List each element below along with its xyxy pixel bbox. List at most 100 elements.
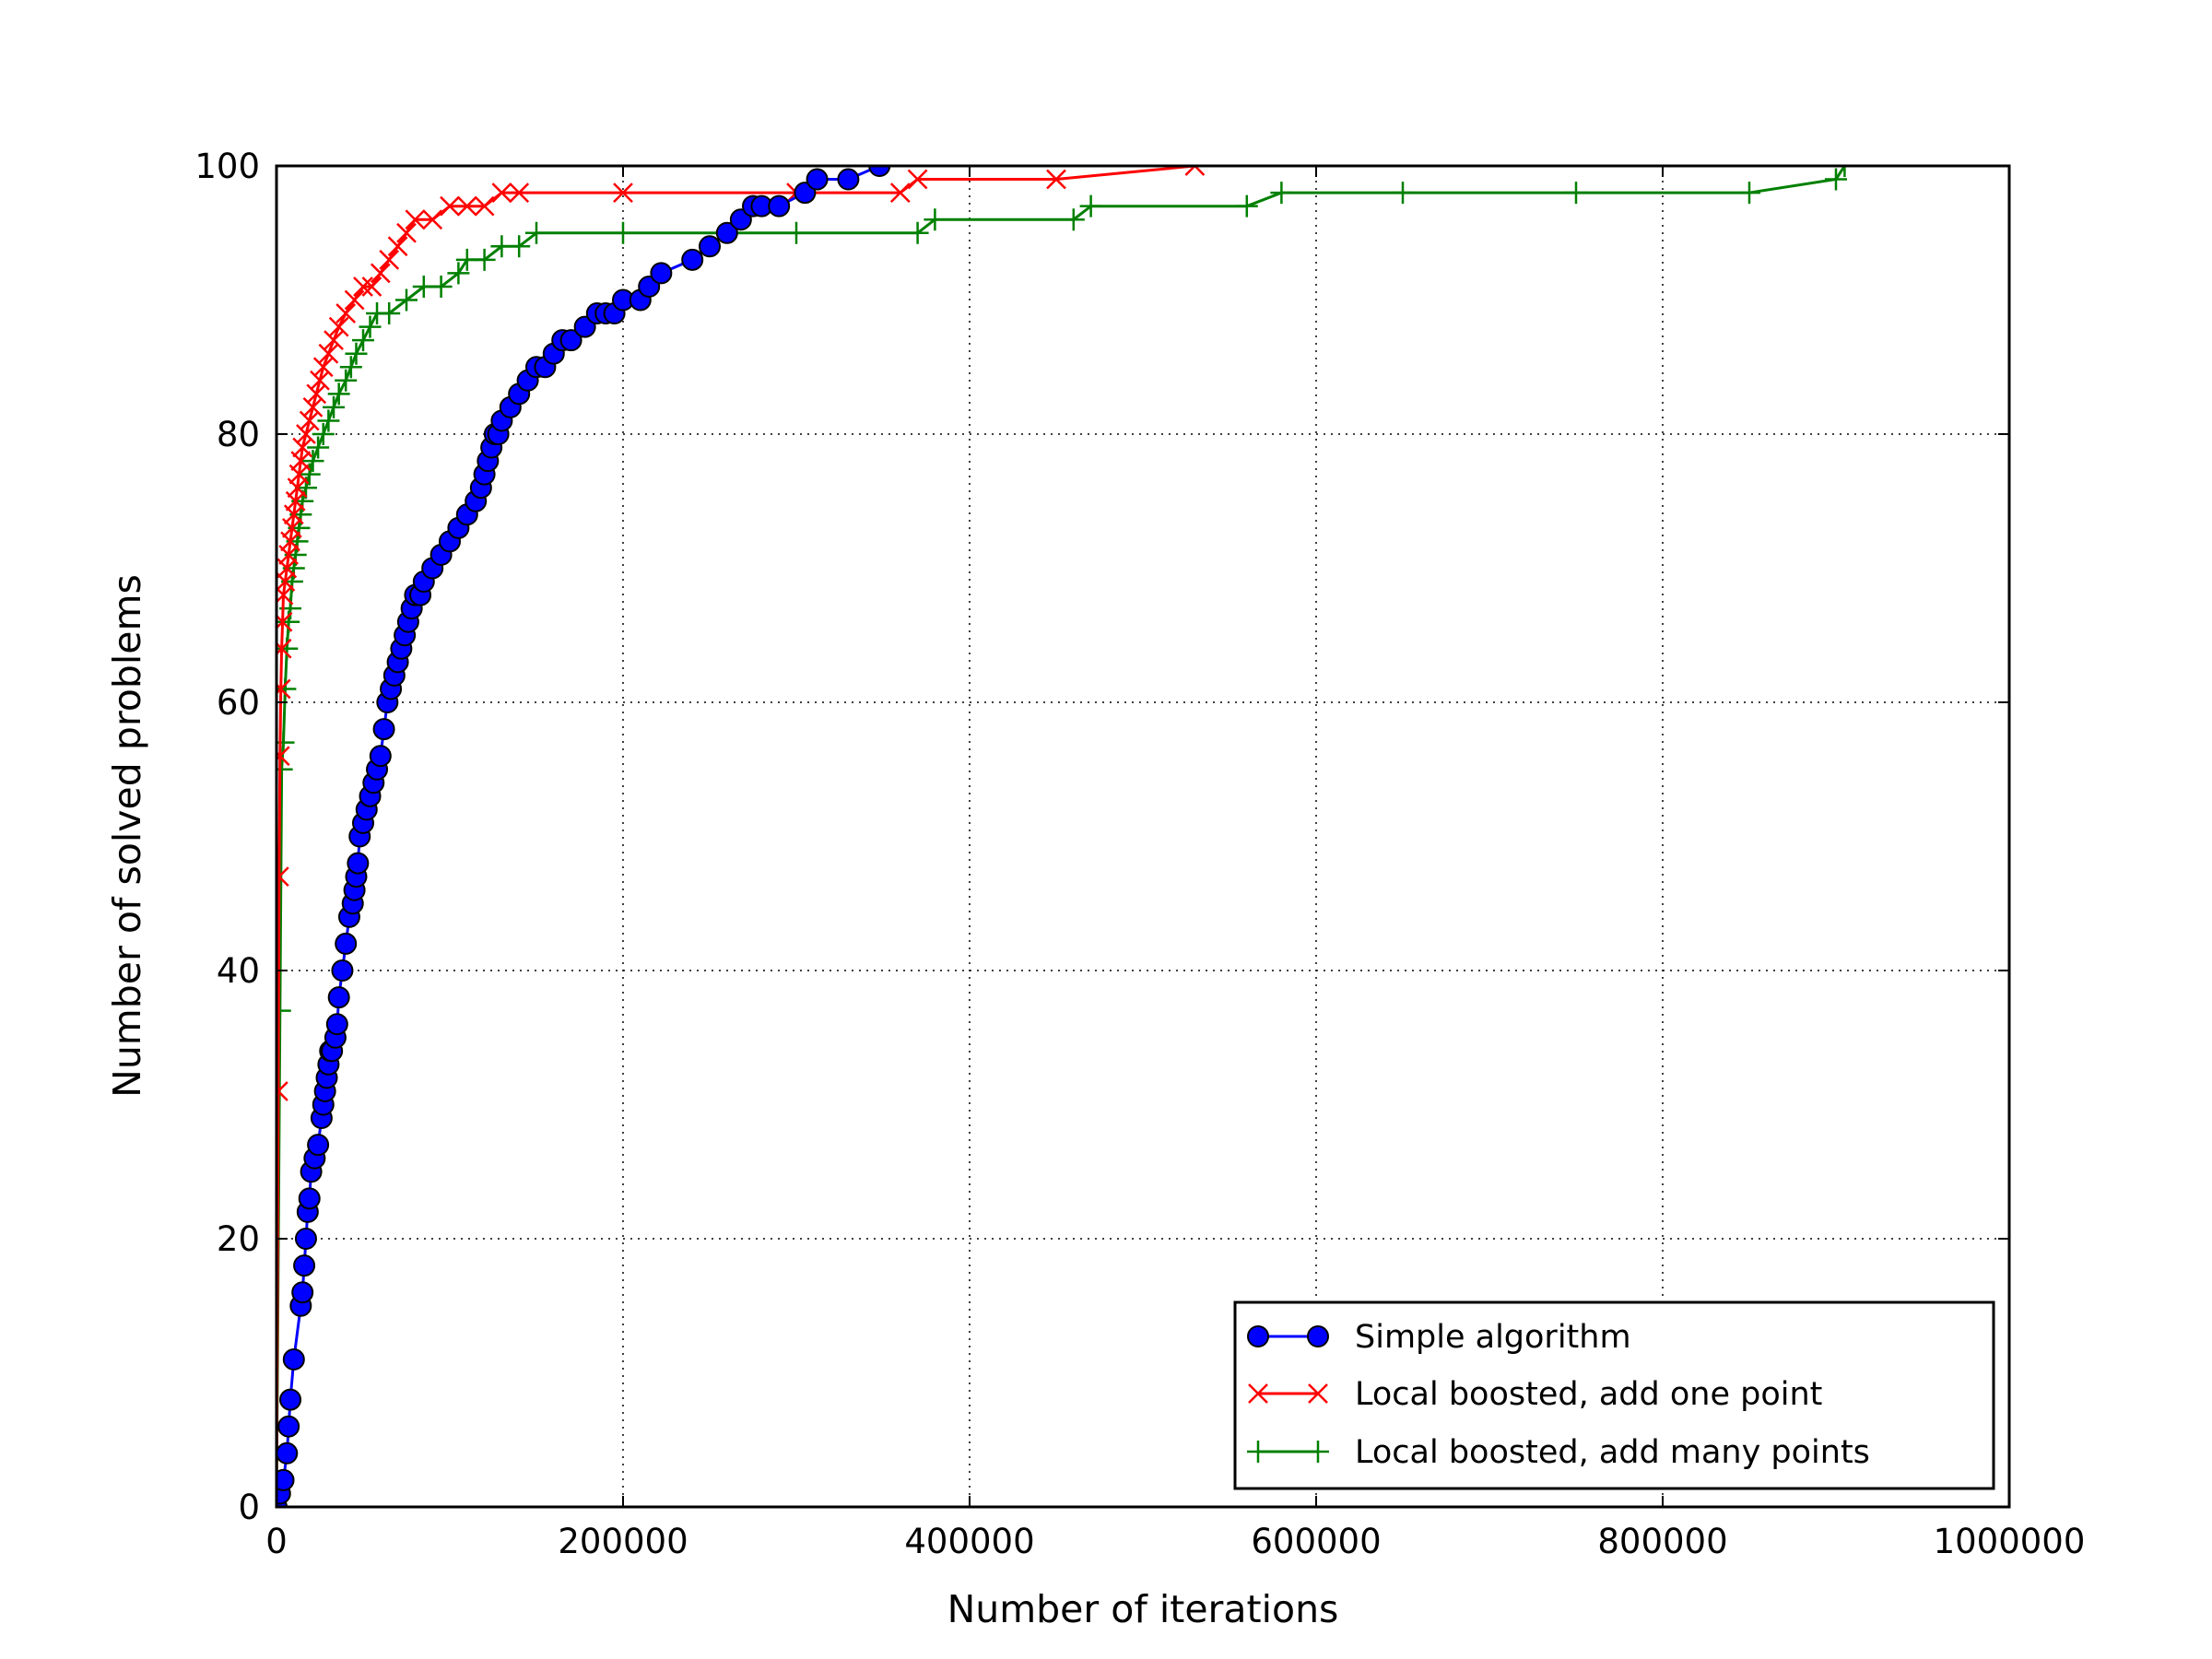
data-point	[1235, 194, 1258, 218]
data-point	[276, 1081, 288, 1101]
data-point	[276, 866, 289, 888]
data-point	[422, 209, 443, 230]
data-point	[361, 276, 382, 297]
data-point	[353, 276, 373, 297]
data-point	[405, 209, 426, 230]
data-point	[318, 343, 339, 364]
data-point	[1079, 194, 1102, 218]
legend-label-many-points: Local boosted, add many points	[1355, 1434, 1870, 1471]
data-point	[681, 248, 704, 271]
tick-labels: 0 200000 400000 600000 800000 1000000 0 20 40 60 8…	[194, 147, 2085, 1561]
data-point	[1392, 182, 1414, 205]
data-point	[907, 169, 928, 190]
data-point	[276, 637, 299, 660]
plot-frame	[275, 164, 2011, 1509]
data-point	[291, 1281, 314, 1304]
data-point	[276, 611, 293, 632]
data-point	[509, 182, 530, 203]
data-point	[378, 302, 401, 325]
data-point	[327, 382, 350, 406]
data-point	[370, 263, 391, 284]
data-point	[298, 1187, 321, 1210]
data-point	[302, 397, 324, 418]
x-tick-label: 1000000	[1934, 1522, 2086, 1561]
data-point	[868, 166, 891, 177]
data-point	[612, 221, 634, 244]
data-point	[324, 330, 344, 351]
data-point	[276, 1468, 295, 1491]
data-point	[387, 236, 408, 257]
data-point	[276, 731, 295, 754]
data-point	[559, 329, 582, 352]
data-point	[279, 1388, 302, 1411]
legend-label-one-point: Local boosted, add one point	[1355, 1376, 1822, 1413]
data-point	[345, 342, 368, 365]
data-point	[292, 437, 313, 458]
x-tick-label: 600000	[1251, 1522, 1381, 1561]
data-point	[379, 249, 400, 270]
data-point	[1270, 182, 1293, 205]
data-point	[299, 410, 320, 431]
y-tick-label: 100	[194, 147, 260, 186]
legend-entry-many-points: Local boosted, add many points	[1247, 1434, 1870, 1471]
data-point	[312, 423, 335, 445]
data-point	[650, 262, 673, 285]
legend-marker-one-point	[1308, 1383, 1328, 1404]
data-point	[276, 1441, 299, 1465]
data-point	[277, 1415, 300, 1438]
grid	[276, 166, 2009, 1507]
data-point	[474, 195, 495, 217]
series-layer	[276, 166, 1856, 1507]
data-point	[440, 195, 460, 217]
data-point	[276, 746, 290, 767]
data-point	[339, 356, 362, 379]
data-point	[1062, 208, 1085, 231]
data-point	[906, 221, 929, 244]
y-axis-label: Number of solved problems	[105, 574, 149, 1098]
data-point	[293, 1254, 316, 1277]
data-point	[301, 450, 324, 473]
data-point	[307, 1134, 330, 1157]
x-tick-label: 800000	[1597, 1522, 1727, 1561]
legend-marker-simple	[1247, 1325, 1269, 1347]
data-point	[837, 168, 860, 191]
data-point	[1738, 182, 1760, 205]
data-point	[317, 409, 340, 432]
data-point	[715, 221, 738, 244]
y-tick-label: 40	[217, 951, 260, 991]
data-point	[395, 288, 418, 312]
data-point	[327, 986, 350, 1009]
series-1	[276, 166, 1206, 1507]
data-point	[307, 436, 330, 459]
y-tick-label: 60	[217, 683, 260, 723]
data-point	[369, 745, 392, 768]
data-point	[525, 221, 547, 244]
data-point	[335, 369, 358, 392]
x-axis-label: Number of iterations	[947, 1587, 1339, 1631]
x-tick-label: 0	[265, 1522, 288, 1561]
legend-frame	[1233, 1300, 1995, 1490]
data-point	[1184, 166, 1206, 176]
data-point	[306, 383, 327, 405]
data-point	[924, 208, 947, 231]
data-point	[429, 275, 453, 298]
data-point	[613, 182, 633, 203]
data-point	[294, 1228, 317, 1250]
y-tick-label: 0	[238, 1488, 260, 1527]
legend-marker-many-points	[1247, 1441, 1269, 1463]
data-point	[699, 235, 721, 258]
data-point	[347, 852, 370, 875]
data-point	[359, 315, 382, 338]
data-point	[323, 395, 346, 418]
data-point	[276, 758, 293, 781]
data-point	[312, 357, 334, 378]
x-tick-label: 400000	[904, 1522, 1034, 1561]
data-point	[335, 932, 358, 955]
data-point	[1046, 169, 1066, 190]
data-point	[1825, 168, 1847, 191]
data-point	[344, 289, 365, 311]
legend-label-simple: Simple algorithm	[1355, 1319, 1631, 1356]
data-point	[276, 638, 292, 659]
data-point	[335, 303, 357, 324]
